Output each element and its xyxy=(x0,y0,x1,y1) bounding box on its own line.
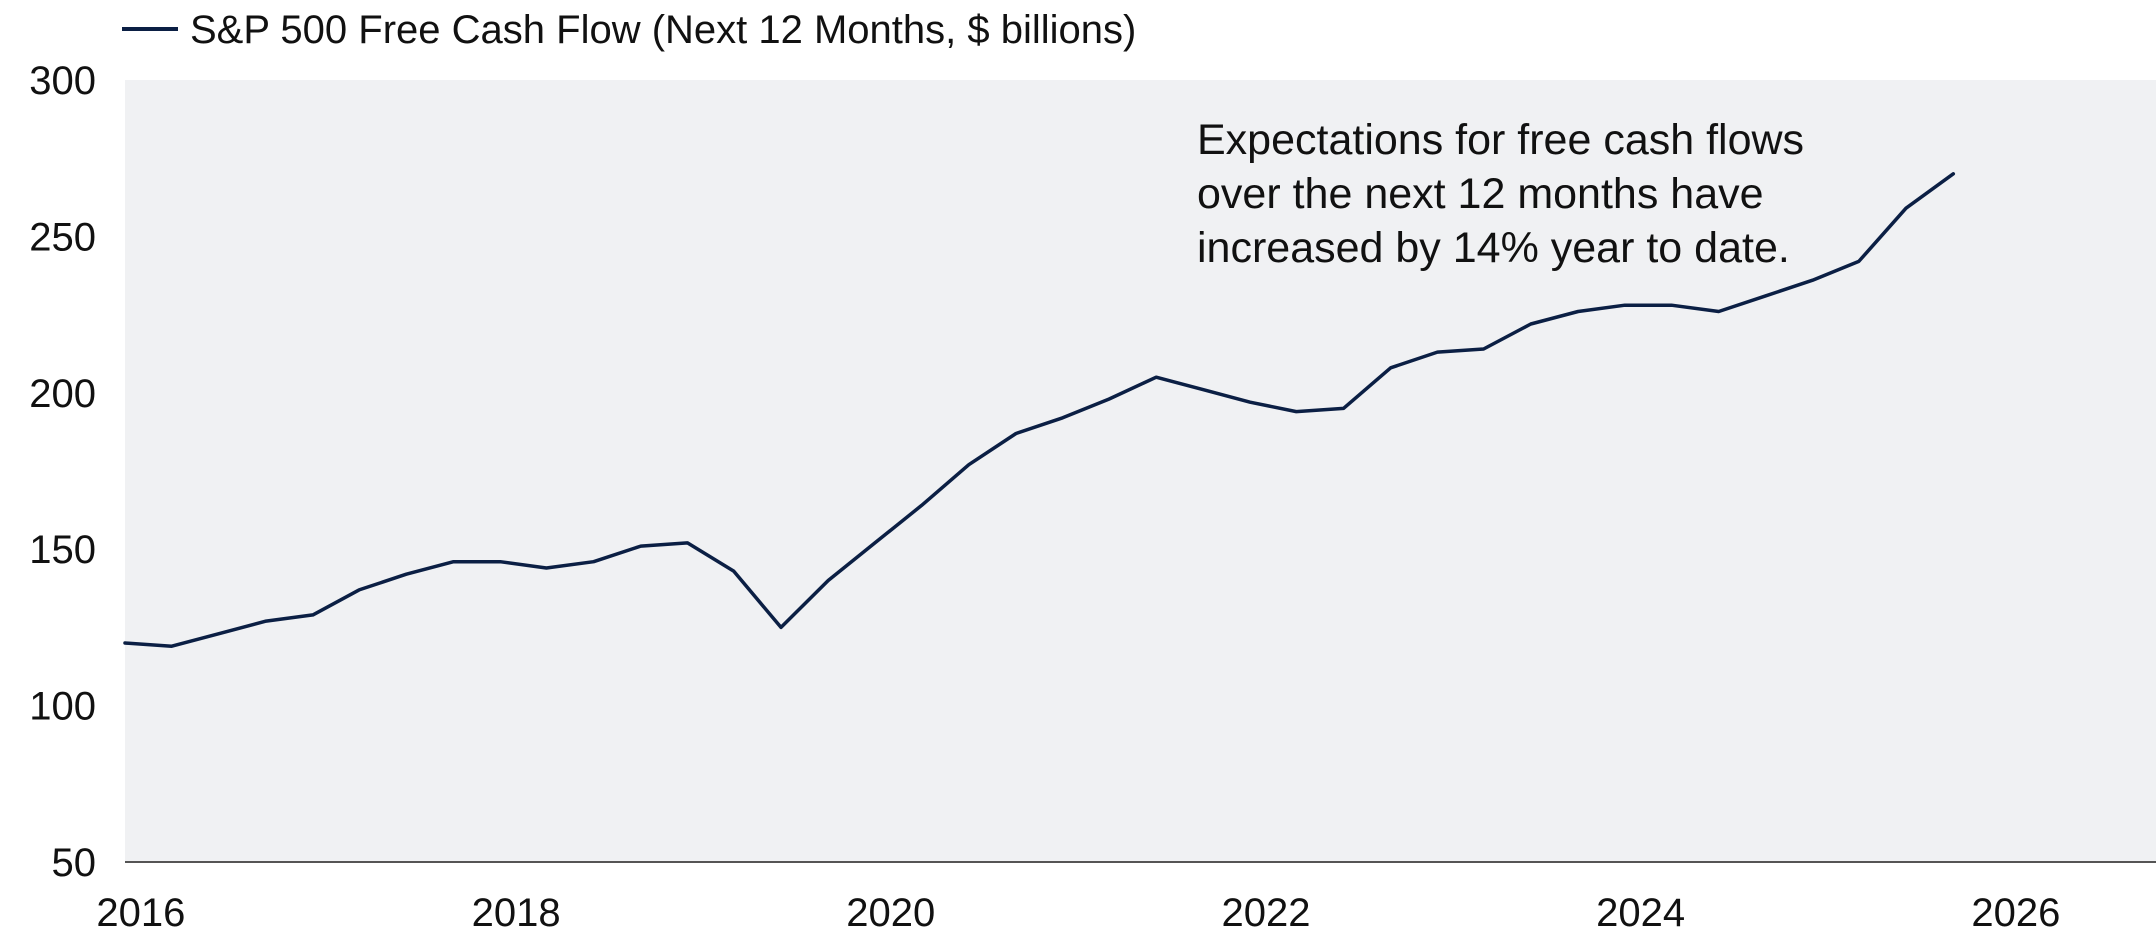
y-tick-label: 200 xyxy=(29,372,96,416)
series-group xyxy=(123,172,1956,648)
y-tick-label: 100 xyxy=(29,685,96,729)
y-tick-label: 250 xyxy=(29,215,96,259)
x-tick-label: 2020 xyxy=(846,891,935,935)
x-tick-label: 2016 xyxy=(96,891,185,935)
y-axis: 300 250 200 150 100 50 xyxy=(29,59,96,885)
x-tick-label: 2022 xyxy=(1222,891,1311,935)
x-axis: 2016 2018 2020 2022 2024 2026 xyxy=(96,891,2060,935)
annotation-line: increased by 14% year to date. xyxy=(1197,224,1790,272)
x-tick-label: 2024 xyxy=(1596,891,1685,935)
series-line xyxy=(123,172,1956,648)
x-tick-label: 2026 xyxy=(1971,891,2060,935)
y-tick-label: 50 xyxy=(52,841,97,885)
annotation-line: over the next 12 months have xyxy=(1197,170,1764,218)
y-tick-label: 300 xyxy=(29,59,96,103)
y-tick-label: 150 xyxy=(29,528,96,572)
annotation-line: Expectations for free cash flows xyxy=(1197,116,1804,164)
x-tick-label: 2018 xyxy=(472,891,561,935)
plot-background xyxy=(125,80,2156,862)
annotation: Expectations for free cash flows over th… xyxy=(1197,116,1804,272)
legend-label: S&P 500 Free Cash Flow (Next 12 Months, … xyxy=(190,8,1136,52)
legend: S&P 500 Free Cash Flow (Next 12 Months, … xyxy=(122,8,1136,52)
